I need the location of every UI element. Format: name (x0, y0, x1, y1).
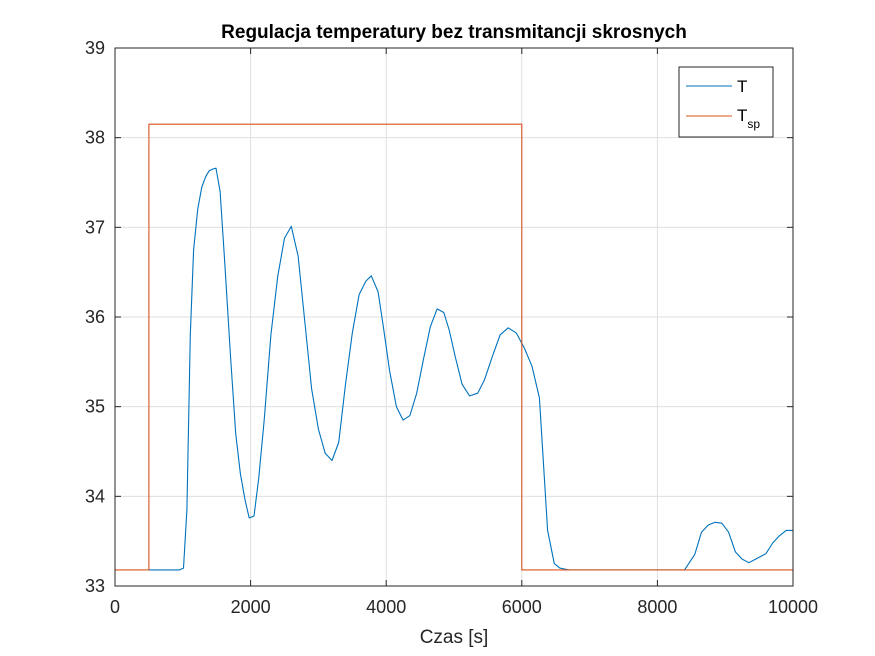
y-ticks: 33 34 35 36 37 38 39 (85, 38, 793, 596)
legend: T Tsp (678, 66, 774, 138)
y-tick-label: 38 (85, 128, 105, 148)
legend-box (678, 66, 774, 138)
legend-label-tsp-sub: sp (747, 117, 760, 131)
series-line-tsp (115, 123, 793, 571)
legend-label-t: T (737, 77, 747, 96)
legend-label-tsp: Tsp (737, 106, 760, 131)
x-tick-label: 8000 (637, 597, 677, 617)
y-tick-label: 35 (85, 397, 105, 417)
y-tick-label: 34 (85, 486, 105, 506)
x-tick-label: 6000 (502, 597, 542, 617)
y-tick-label: 37 (85, 217, 105, 237)
x-tick-label: 4000 (366, 597, 406, 617)
series-line-t (148, 167, 793, 571)
x-ticks: 0 2000 4000 6000 8000 10000 (110, 48, 818, 617)
legend-label-tsp-main: T (737, 106, 747, 125)
chart-title: Regulacja temperatury bez transmitancji … (221, 22, 687, 43)
legend-label-t-main: T (737, 77, 747, 96)
y-tick-label: 33 (85, 576, 105, 596)
series-group (115, 123, 793, 571)
x-tick-label: 10000 (768, 597, 818, 617)
x-tick-label: 2000 (231, 597, 271, 617)
x-tick-label: 0 (110, 597, 120, 617)
x-axis-label: Czas [s] (420, 627, 489, 648)
y-tick-label: 39 (85, 38, 105, 58)
y-tick-label: 36 (85, 307, 105, 327)
